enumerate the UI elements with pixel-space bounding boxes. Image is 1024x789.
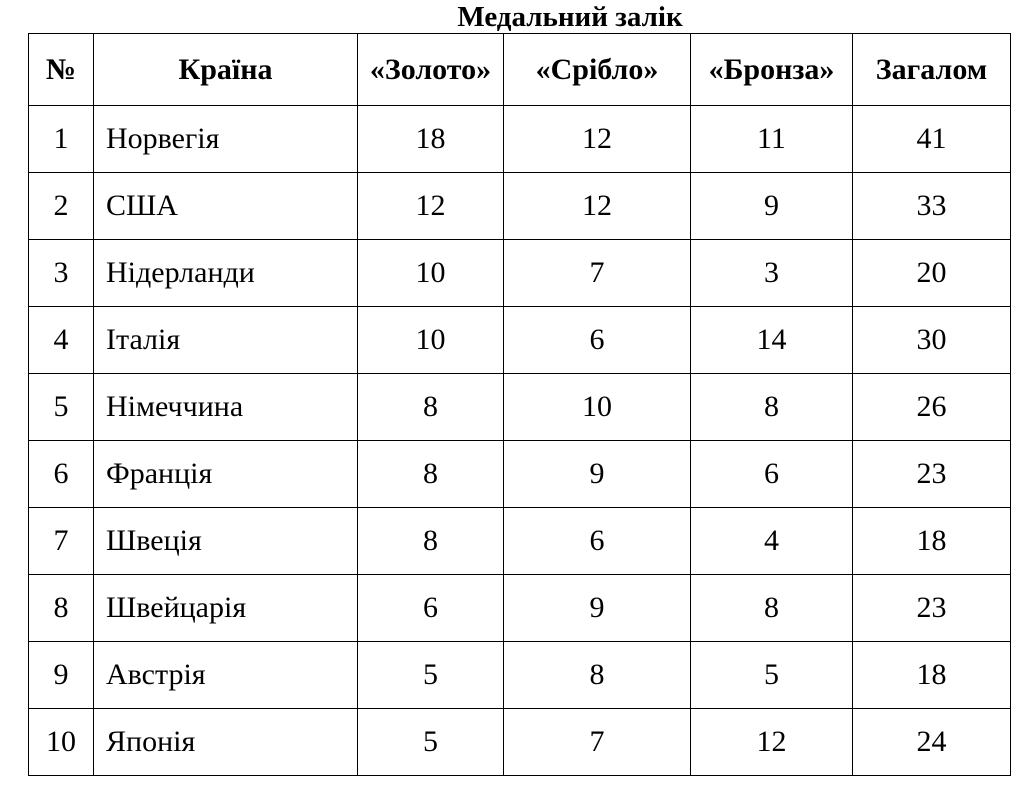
table-row: 3 Нідерланди 10 7 3 20 [28, 239, 1011, 307]
value-cell: 30 [852, 306, 1011, 374]
value-cell: 9 [503, 574, 691, 642]
value-cell: 3 [690, 239, 853, 307]
table-row: 2 США 12 12 9 33 [28, 172, 1011, 240]
value-cell: 10 [357, 239, 504, 307]
table-row: 8 Швейцарія 6 9 8 23 [28, 574, 1011, 642]
country-cell: Австрія [93, 641, 358, 709]
value-cell: 9 [690, 172, 853, 240]
header-cell: Країна [93, 33, 358, 106]
country-cell: Італія [93, 306, 358, 374]
table-body: 1 Норвегія 18 12 11 41 2 США 12 12 9 33 3 Нідерланди 1… [28, 105, 1011, 776]
value-cell: 8 [690, 574, 853, 642]
value-cell: 5 [28, 373, 94, 441]
value-cell: 6 [503, 507, 691, 575]
value-cell: 18 [357, 105, 504, 173]
value-cell: 5 [690, 641, 853, 709]
table-row: 5 Німеччина 8 10 8 26 [28, 373, 1011, 441]
value-cell: 12 [690, 708, 853, 776]
value-cell: 7 [503, 239, 691, 307]
value-cell: 18 [852, 641, 1011, 709]
table-row: 6 Франція 8 9 6 23 [28, 440, 1011, 508]
value-cell: 7 [503, 708, 691, 776]
value-cell: 5 [357, 708, 504, 776]
value-cell: 8 [503, 641, 691, 709]
value-cell: 2 [28, 172, 94, 240]
country-cell: Норвегія [93, 105, 358, 173]
country-cell: Швеція [93, 507, 358, 575]
header-cell: «Срібло» [503, 33, 691, 106]
value-cell: 6 [28, 440, 94, 508]
value-cell: 10 [28, 708, 94, 776]
value-cell: 18 [852, 507, 1011, 575]
value-cell: 11 [690, 105, 853, 173]
header-cell: Загалом [852, 33, 1011, 106]
table-row: 4 Італія 10 6 14 30 [28, 306, 1011, 374]
value-cell: 20 [852, 239, 1011, 307]
value-cell: 6 [357, 574, 504, 642]
value-cell: 8 [357, 507, 504, 575]
value-cell: 4 [690, 507, 853, 575]
value-cell: 23 [852, 574, 1011, 642]
medal-table: № Країна «Золото» «Срібло» «Бронза» Загалом 1… [28, 33, 1011, 776]
country-cell: Франція [93, 440, 358, 508]
value-cell: 8 [357, 373, 504, 441]
value-cell: 26 [852, 373, 1011, 441]
value-cell: 12 [357, 172, 504, 240]
value-cell: 10 [357, 306, 504, 374]
value-cell: 9 [503, 440, 691, 508]
country-cell: Японія [93, 708, 358, 776]
value-cell: 33 [852, 172, 1011, 240]
value-cell: 41 [852, 105, 1011, 173]
value-cell: 5 [357, 641, 504, 709]
header-cell: «Золото» [357, 33, 504, 106]
value-cell: 8 [28, 574, 94, 642]
value-cell: 14 [690, 306, 853, 374]
value-cell: 24 [852, 708, 1011, 776]
value-cell: 8 [690, 373, 853, 441]
value-cell: 8 [357, 440, 504, 508]
header-row: № Країна «Золото» «Срібло» «Бронза» Загалом [28, 33, 1011, 106]
value-cell: 10 [503, 373, 691, 441]
value-cell: 12 [503, 172, 691, 240]
table-row: 9 Австрія 5 8 5 18 [28, 641, 1011, 709]
country-cell: США [93, 172, 358, 240]
value-cell: 12 [503, 105, 691, 173]
value-cell: 6 [690, 440, 853, 508]
value-cell: 1 [28, 105, 94, 173]
table-row: 7 Швеція 8 6 4 18 [28, 507, 1011, 575]
value-cell: 23 [852, 440, 1011, 508]
value-cell: 4 [28, 306, 94, 374]
table-title: Медальний залік [457, 1, 683, 33]
value-cell: 9 [28, 641, 94, 709]
value-cell: 3 [28, 239, 94, 307]
header-cell: «Бронза» [690, 33, 853, 106]
country-cell: Швейцарія [93, 574, 358, 642]
country-cell: Німеччина [93, 373, 358, 441]
header-cell: № [28, 33, 94, 106]
country-cell: Нідерланди [93, 239, 358, 307]
table-row: 10 Японія 5 7 12 24 [28, 708, 1011, 776]
table-row: 1 Норвегія 18 12 11 41 [28, 105, 1011, 173]
value-cell: 7 [28, 507, 94, 575]
value-cell: 6 [503, 306, 691, 374]
